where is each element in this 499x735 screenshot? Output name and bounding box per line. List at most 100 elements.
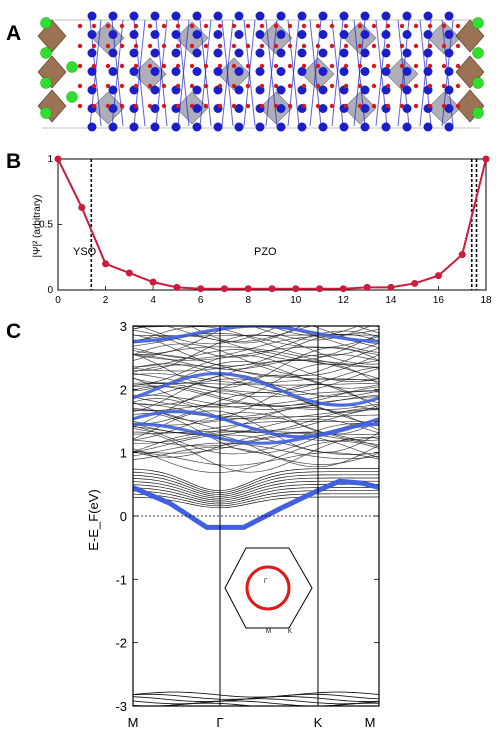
oxygen-atom xyxy=(189,83,195,89)
band-line-black xyxy=(133,431,379,473)
oxygen-atom xyxy=(455,23,461,29)
octahedron xyxy=(301,57,335,91)
bond xyxy=(265,19,278,127)
band-line-black xyxy=(133,442,379,460)
oxygen-atom xyxy=(273,43,279,49)
pb-atom xyxy=(276,30,286,39)
pb-atom xyxy=(150,30,160,39)
pb-atom xyxy=(381,122,391,132)
oxygen-atom xyxy=(231,63,237,69)
oxygen-atom xyxy=(371,103,377,109)
pb-atom xyxy=(444,104,454,113)
pb-atom xyxy=(444,48,454,58)
oxygen-atom xyxy=(91,103,97,109)
oxygen-atom xyxy=(357,103,363,109)
oxygen-atom xyxy=(119,63,125,69)
band-line-black xyxy=(133,493,379,507)
oxygen-atom xyxy=(273,63,279,69)
pb-atom xyxy=(192,67,202,76)
oxygen-atom xyxy=(413,63,419,69)
pb-atom xyxy=(297,122,307,132)
x-tick-label: 0 xyxy=(55,295,61,306)
bond xyxy=(199,19,212,127)
oxygen-atom xyxy=(343,103,349,109)
pb-atom xyxy=(129,67,139,76)
oxygen-atom xyxy=(441,43,447,49)
oxygen-atom xyxy=(203,103,209,109)
panel-label-b: B xyxy=(6,150,22,173)
band-line-blue xyxy=(133,371,379,407)
y-axis-label-c: E-E_F(eV) xyxy=(86,489,101,550)
band-line-black xyxy=(133,477,379,497)
pb-atom xyxy=(108,67,118,76)
pb-atom xyxy=(150,104,160,113)
oxygen-atom xyxy=(189,103,195,109)
pb-atom xyxy=(360,67,370,76)
pb-atom xyxy=(213,122,223,132)
pb-atom xyxy=(360,11,370,21)
band-line-black xyxy=(133,496,379,509)
oxygen-atom xyxy=(119,23,125,29)
band-line-black xyxy=(133,383,379,398)
oxygen-atom xyxy=(315,23,321,29)
oxygen-atom xyxy=(119,83,125,89)
data-point xyxy=(149,278,157,286)
y-atom xyxy=(40,17,52,29)
oxygen-atom xyxy=(245,103,251,109)
data-point xyxy=(411,279,419,287)
oxygen-atom xyxy=(385,103,391,109)
y-atom xyxy=(472,47,484,59)
oxygen-atom xyxy=(217,23,223,29)
oxygen-atom xyxy=(259,63,265,69)
oxygen-atom xyxy=(105,83,111,89)
oxygen-atom xyxy=(91,43,97,49)
band-line-black xyxy=(133,431,379,447)
oxygen-atom xyxy=(427,23,433,29)
oxygen-atom xyxy=(77,23,83,29)
oxygen-atom xyxy=(455,43,461,49)
oxygen-atom xyxy=(175,103,181,109)
pb-atom xyxy=(423,11,433,21)
pb-atom xyxy=(192,48,202,58)
oxygen-atom xyxy=(399,63,405,69)
oxygen-atom xyxy=(301,103,307,109)
pb-atom xyxy=(402,30,412,39)
oxygen-atom xyxy=(371,63,377,69)
oxygen-atom xyxy=(259,43,265,49)
oxygen-atom xyxy=(91,23,97,29)
band-line-black xyxy=(158,702,379,706)
pb-atom xyxy=(171,67,181,76)
oxygen-atom xyxy=(343,43,349,49)
oxygen-atom xyxy=(343,23,349,29)
oxygen-atom xyxy=(133,83,139,89)
pb-atom xyxy=(255,122,265,132)
data-point xyxy=(316,285,324,293)
oxygen-atom xyxy=(217,63,223,69)
data-point xyxy=(78,203,86,211)
oxygen-atom xyxy=(245,43,251,49)
oxygen-atom xyxy=(161,103,167,109)
oxygen-atom xyxy=(455,63,461,69)
oxygen-atom xyxy=(357,23,363,29)
oxygen-atom xyxy=(133,103,139,109)
band-line-black xyxy=(133,407,379,434)
oxygen-atom xyxy=(287,83,293,89)
data-point xyxy=(125,269,133,277)
oxygen-atom xyxy=(105,63,111,69)
data-points xyxy=(54,155,490,293)
pb-atom xyxy=(108,11,118,21)
pb-atom xyxy=(381,67,391,76)
y-atom xyxy=(66,61,78,73)
oxygen-atom xyxy=(427,43,433,49)
pb-atom xyxy=(192,122,202,132)
pb-atom xyxy=(87,30,97,39)
band-line-black xyxy=(133,435,379,458)
band-line-black xyxy=(133,420,379,434)
y-tick-label: 0.5 xyxy=(39,220,53,231)
oxygen-atom xyxy=(231,43,237,49)
pb-atom xyxy=(234,85,244,95)
oxygen-atom xyxy=(441,103,447,109)
pb-atom xyxy=(150,48,160,58)
pb-atom xyxy=(276,48,286,58)
